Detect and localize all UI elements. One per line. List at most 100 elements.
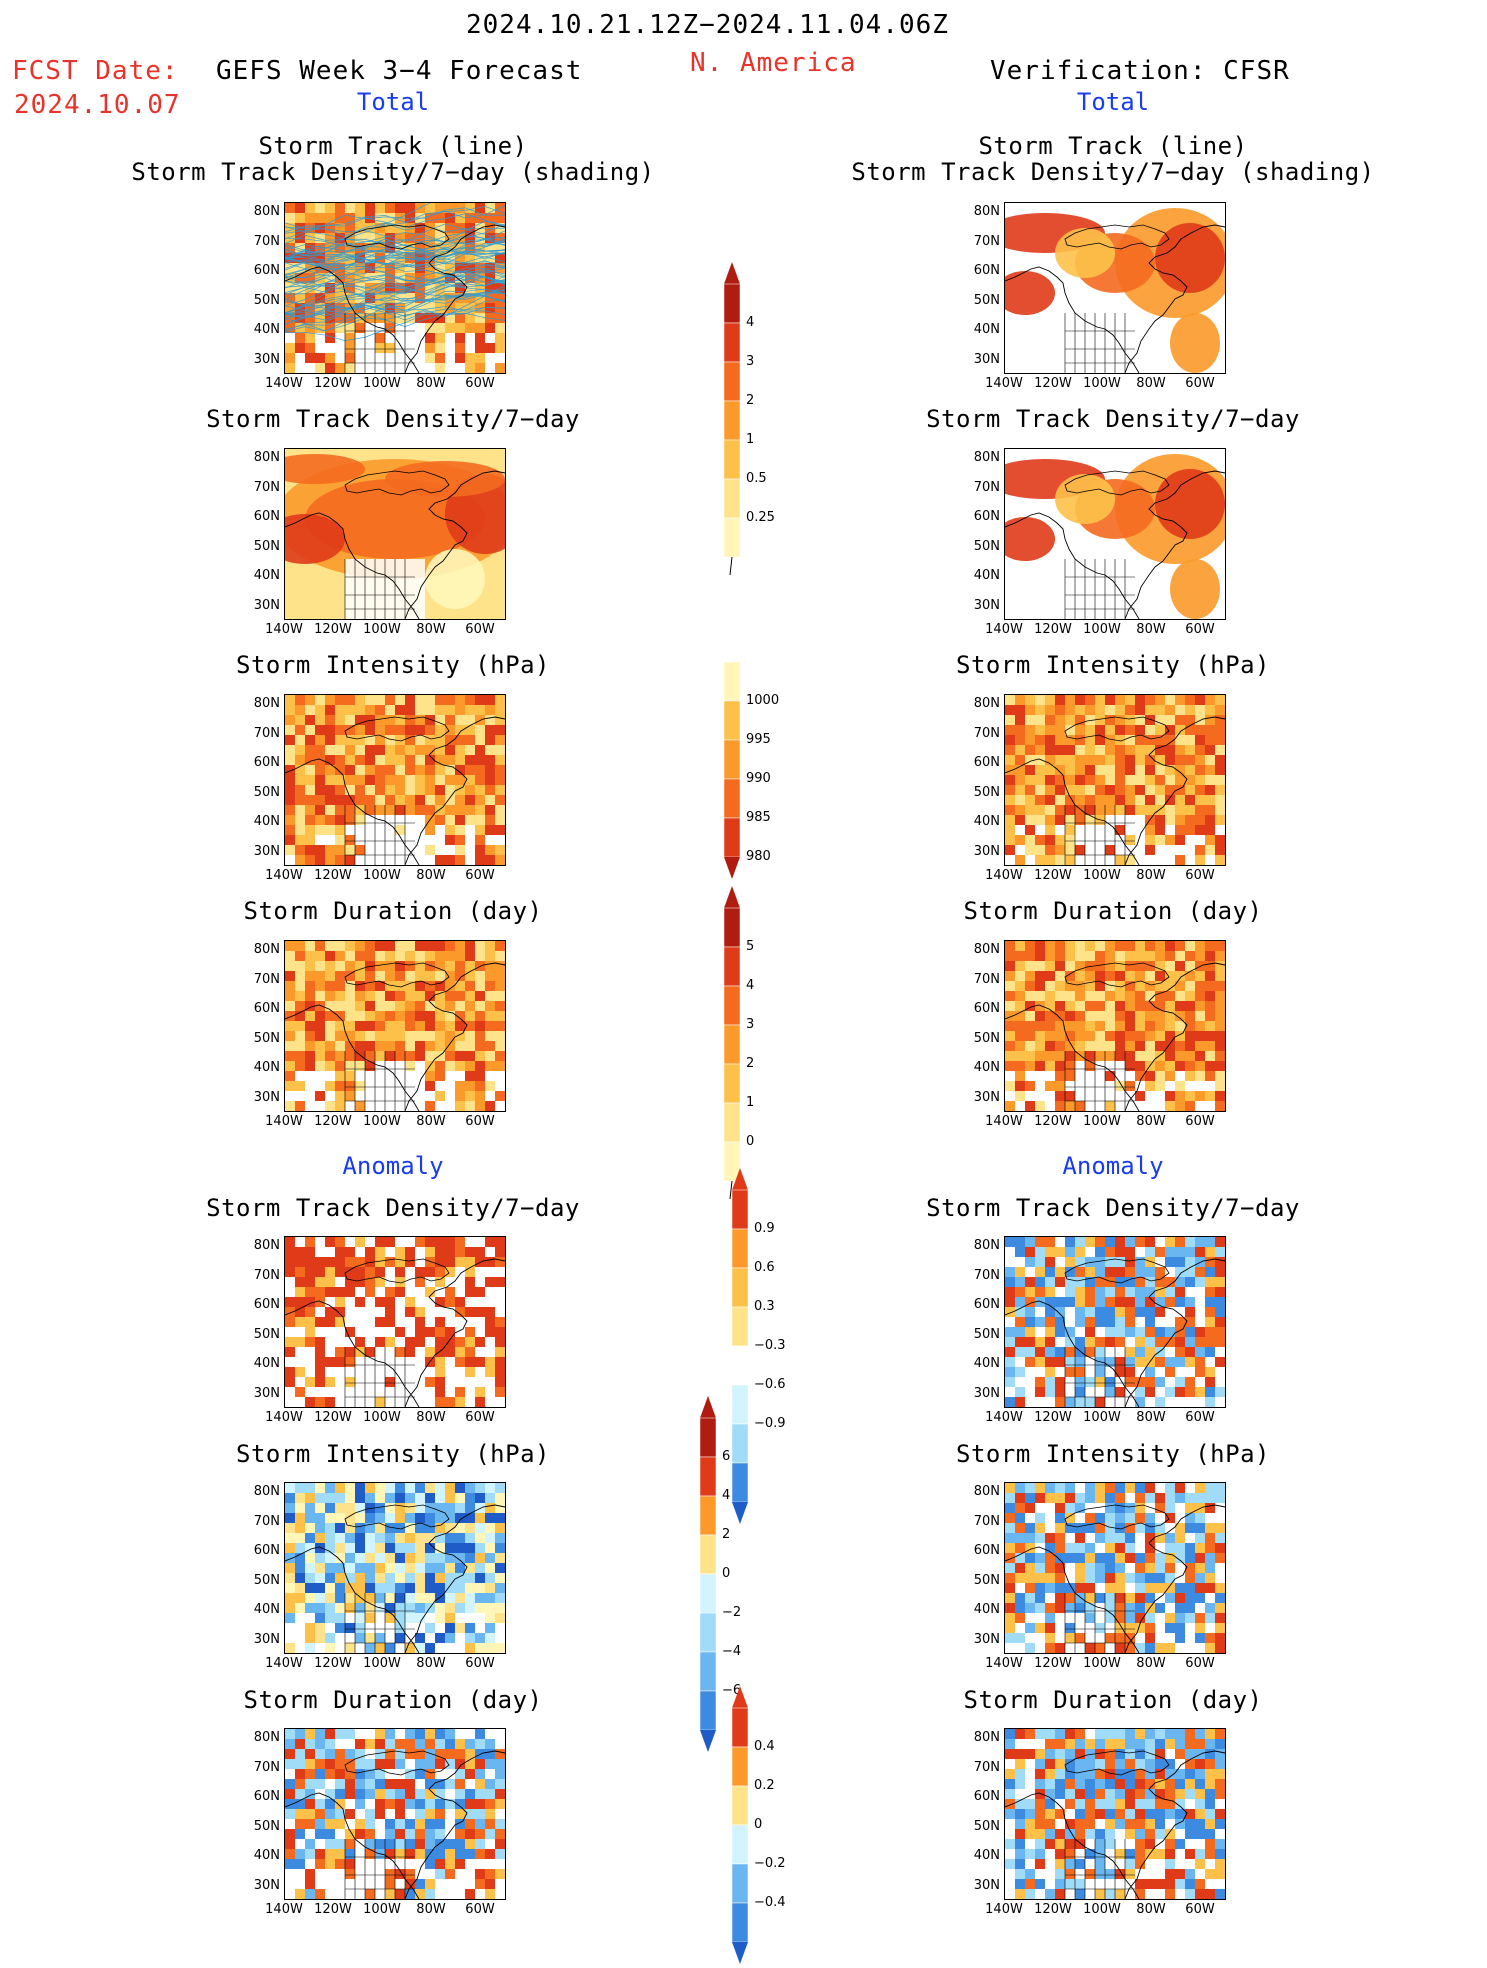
right-map-anom-duration-lat-label: 70N: [973, 1759, 1000, 1775]
left-map-track-lat-label: 60N: [253, 263, 280, 279]
left-map-anom-intensity-lat-label: 70N: [253, 1513, 280, 1529]
right-map-track-state-borders: [1064, 313, 1135, 373]
right-anom-duration-title: Storm Duration (day): [963, 1686, 1263, 1714]
cb-duration-total-label: 4: [746, 978, 755, 993]
left-map-anom-density-shading: [285, 1237, 505, 1407]
right-map-track-lon-label: 100W: [1083, 376, 1121, 391]
left-map-track-lon-label: 120W: [314, 376, 352, 391]
left-map-intensity-lon-label: 100W: [363, 868, 401, 883]
cb-density-anom-swatch: [731, 1462, 749, 1503]
left-map-intensity-lat-label: 40N: [253, 814, 280, 830]
right-map-intensity-lon-label: 100W: [1083, 868, 1121, 883]
cb-density-total: 4 3 2 1 0.5 0.25: [723, 262, 775, 583]
right-map-track-arctic-islands: [1064, 224, 1170, 250]
left-map-anom-duration-lon-label: 140W: [265, 1902, 303, 1917]
left-map-duration: [284, 940, 506, 1112]
left-map-density-lon-label: 80W: [416, 622, 446, 637]
cb-duration-total-swatch: [723, 1024, 741, 1065]
left-map-anom-density-lon-label: 120W: [314, 1410, 352, 1425]
left-anom-duration-title: Storm Duration (day): [243, 1686, 543, 1714]
left-map-anom-intensity-lat-label: 30N: [253, 1632, 280, 1647]
right-map-duration-lat-label: 80N: [973, 942, 1000, 957]
cb-duration-total-label: 2: [746, 1056, 755, 1071]
period-title: 2024.10.21.12Z−2024.11.04.06Z: [466, 10, 949, 40]
left-map-intensity-lat-label: 70N: [253, 725, 280, 741]
cb-intensity-anom-swatch: [699, 1612, 717, 1653]
model-title: GEFS Week 3−4 Forecast: [216, 56, 583, 86]
right-map-duration-lon-label: 100W: [1083, 1114, 1121, 1129]
left-map-density-lon-label: 60W: [465, 622, 495, 637]
left-intensity-title: Storm Intensity (hPa): [236, 651, 550, 679]
left-map-density: [284, 448, 506, 620]
left-map-track-state-borders: [344, 313, 415, 373]
right-map-anom-density-lat-label: 40N: [973, 1356, 1000, 1372]
cb-duration-total-swatch: [723, 946, 741, 987]
right-map-track-lon-label: 120W: [1034, 376, 1072, 391]
right-map-anom-duration-coastline: [1005, 1750, 1225, 1899]
right-map-anom-intensity-lon-label: 60W: [1185, 1656, 1215, 1671]
right-map-intensity-state-borders: [1064, 805, 1135, 865]
right-map-track-lat-label: 70N: [973, 233, 1000, 249]
cb-intensity-total-swatch: [723, 739, 741, 780]
cb-duration-total-label: 5: [746, 939, 755, 954]
left-map-anom-intensity-lat-label: 40N: [253, 1602, 280, 1618]
right-map-intensity-lon-label: 60W: [1185, 868, 1215, 883]
right-map-anom-duration-lon-label: 60W: [1185, 1902, 1215, 1917]
left-map-intensity-lon-label: 80W: [416, 868, 446, 883]
right-map-duration-lon-label: 60W: [1185, 1114, 1215, 1129]
left-map-density-lat-label: 50N: [253, 538, 280, 554]
right-track-title-2: Storm Track Density/7−day (shading): [851, 158, 1375, 186]
right-map-density-lon-label: 80W: [1136, 622, 1166, 637]
left-anom-intensity-title: Storm Intensity (hPa): [236, 1440, 550, 1468]
cb-density-total-swatch: [723, 478, 741, 519]
right-map-anom-duration-lon-label: 140W: [985, 1902, 1023, 1917]
left-map-anom-duration-arctic-islands: [344, 1750, 450, 1776]
right-map-anom-duration: [1004, 1728, 1226, 1900]
right-map-intensity-lon-label: 80W: [1136, 868, 1166, 883]
right-map-anom-density-lat-label: 60N: [973, 1297, 1000, 1313]
cb-density-total-swatch: [723, 439, 741, 480]
left-map-anom-duration: [284, 1728, 506, 1900]
right-map-intensity-coastline: [1005, 716, 1225, 865]
left-map-density-shading: [285, 454, 505, 619]
left-map-anom-duration-coastline: [285, 1750, 505, 1899]
left-map-duration-lat-label: 70N: [253, 971, 280, 987]
left-track-title-1: Storm Track (line): [258, 132, 528, 160]
right-map-density-lon-label: 140W: [985, 622, 1023, 637]
right-map-track-lat-label: 80N: [973, 204, 1000, 219]
right-map-anom-intensity: [1004, 1482, 1226, 1654]
right-map-intensity-lat-label: 50N: [973, 784, 1000, 800]
right-map-density-shading: [1005, 454, 1225, 619]
left-map-intensity-lon-label: 140W: [265, 868, 303, 883]
right-map-anom-intensity-lat-label: 40N: [973, 1602, 1000, 1618]
cb-duration-anom-label: −0.4: [754, 1895, 786, 1910]
cb-intensity-anom-swatch: [699, 1651, 717, 1692]
region-title: N. America: [690, 48, 857, 78]
left-map-intensity-coastline: [285, 716, 505, 865]
right-map-intensity-lon-label: 120W: [1034, 868, 1072, 883]
left-map-anom-intensity-shading: [285, 1483, 505, 1653]
cb-density-total-swatch: [723, 361, 741, 402]
right-map-track-lat-label: 50N: [973, 292, 1000, 308]
right-map-anom-duration-lon-label: 80W: [1136, 1902, 1166, 1917]
right-map-intensity-lat-label: 80N: [973, 696, 1000, 711]
left-map-anom-density-lon-label: 100W: [363, 1410, 401, 1425]
left-map-density-lon-label: 120W: [314, 622, 352, 637]
right-map-track-lat-label: 40N: [973, 322, 1000, 338]
left-map-density-state-borders: [344, 559, 415, 619]
cb-intensity-total-label: 1000: [746, 693, 780, 708]
cb-density-total-label: 0.5: [746, 471, 767, 486]
left-map-anom-duration-lat-label: 70N: [253, 1759, 280, 1775]
left-map-intensity-shading: [285, 695, 505, 865]
left-duration-title: Storm Duration (day): [243, 897, 543, 925]
left-map-intensity-lon-label: 120W: [314, 868, 352, 883]
cb-intensity-total-swatch: [723, 661, 741, 702]
right-map-track-lon-label: 60W: [1185, 376, 1215, 391]
right-map-anom-intensity-lat-label: 80N: [973, 1484, 1000, 1499]
left-map-track-lon-label: 100W: [363, 376, 401, 391]
right-duration-title: Storm Duration (day): [963, 897, 1263, 925]
right-map-duration-lon-label: 120W: [1034, 1114, 1072, 1129]
cb-density-anom-label: −0.6: [754, 1377, 786, 1392]
left-map-density-coastline: [285, 470, 505, 619]
left-map-anom-density-lon-label: 140W: [265, 1410, 303, 1425]
